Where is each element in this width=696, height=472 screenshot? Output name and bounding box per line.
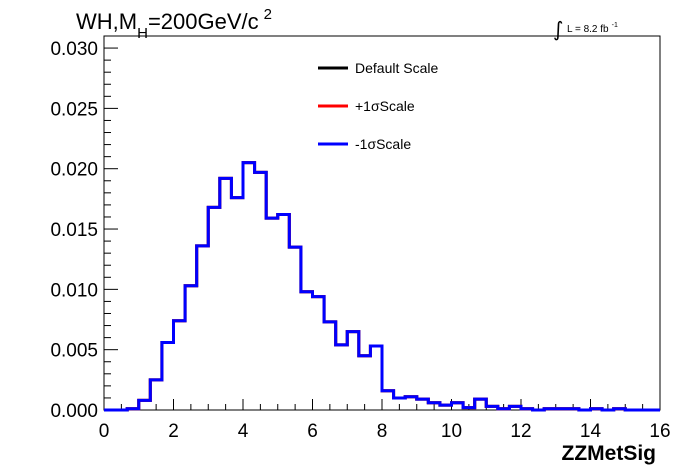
legend-label-2: -1σScale	[355, 136, 411, 152]
luminosity-label: ∫ L = 8.2 fb -1	[553, 17, 618, 41]
x-tick-label: 0	[99, 421, 110, 442]
luminosity-text: L = 8.2 fb -1	[567, 22, 618, 35]
y-tick-label: 0.005	[50, 341, 98, 362]
chart-title-rest: =200GeV/c	[148, 9, 259, 34]
y-tick-label: 0.020	[50, 160, 98, 181]
legend: Default Scale +1σScale -1σScale	[318, 60, 438, 152]
x-tick-label: 2	[168, 421, 179, 442]
y-tick-label: 0.025	[50, 99, 98, 120]
x-tick-label: 8	[377, 421, 388, 442]
chart-title-subscript: H	[137, 25, 148, 42]
x-tick-label: 6	[307, 421, 318, 442]
x-tick-label: 12	[510, 421, 531, 442]
chart-title-main: WH,M	[76, 9, 137, 34]
x-tick-label: 10	[441, 421, 462, 442]
legend-label-1: +1σScale	[355, 98, 415, 114]
y-tick-label: 0.000	[50, 401, 98, 422]
chart-title-superscript: 2	[264, 6, 272, 23]
series-line-2	[104, 161, 660, 412]
y-tick-label: 0.010	[50, 280, 98, 301]
x-tick-label: 4	[238, 421, 249, 442]
x-tick-label: 14	[580, 421, 602, 442]
chart-title: WH,MH=200GeV/c 2	[76, 6, 272, 42]
x-tick-label: 16	[649, 421, 670, 442]
series-layer	[104, 161, 660, 412]
legend-label-0: Default Scale	[355, 60, 438, 76]
x-axis: 0 2 4 6 8 10 12 14 16	[99, 399, 671, 442]
x-axis-label: ZZMetSig	[562, 442, 657, 465]
integral-symbol: ∫	[553, 17, 563, 41]
y-tick-label: 0.015	[50, 220, 98, 241]
y-tick-label: 0.030	[50, 39, 98, 60]
